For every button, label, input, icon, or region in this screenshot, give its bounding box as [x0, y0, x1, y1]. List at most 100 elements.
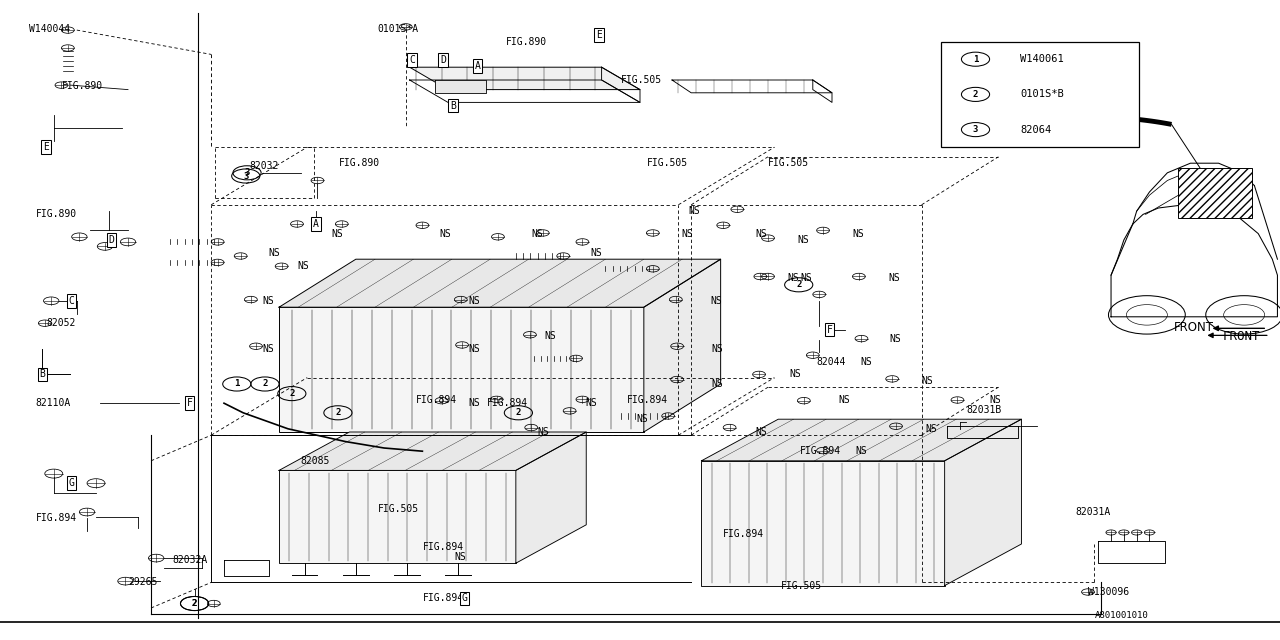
- Text: NS: NS: [538, 427, 549, 437]
- Text: 82085: 82085: [301, 456, 330, 466]
- Text: NS: NS: [888, 273, 900, 284]
- Text: FIG.894: FIG.894: [627, 395, 668, 405]
- Text: NS: NS: [800, 273, 812, 284]
- Text: NS: NS: [755, 228, 767, 239]
- Text: 2: 2: [516, 408, 521, 417]
- Text: NS: NS: [468, 344, 480, 354]
- Text: NS: NS: [852, 228, 864, 239]
- Text: NS: NS: [755, 427, 767, 437]
- Text: 2: 2: [796, 280, 801, 289]
- Text: 1: 1: [234, 380, 239, 388]
- Text: 2: 2: [192, 599, 197, 608]
- Text: 2: 2: [262, 380, 268, 388]
- Bar: [1178, 168, 1252, 218]
- Text: B: B: [40, 369, 45, 380]
- Text: NS: NS: [689, 206, 700, 216]
- Text: FIG.894: FIG.894: [800, 446, 841, 456]
- Text: FIG.505: FIG.505: [621, 75, 662, 85]
- Text: E: E: [44, 142, 49, 152]
- Text: 3: 3: [973, 125, 978, 134]
- Text: FIG.894: FIG.894: [723, 529, 764, 540]
- Text: NS: NS: [262, 344, 274, 354]
- Text: NS: NS: [712, 379, 723, 389]
- Text: 2: 2: [289, 389, 294, 398]
- Text: FIG.890: FIG.890: [339, 158, 380, 168]
- Text: 82110A: 82110A: [36, 398, 72, 408]
- Text: 29265: 29265: [128, 577, 157, 588]
- Text: FIG.894: FIG.894: [486, 398, 527, 408]
- Text: NS: NS: [297, 260, 308, 271]
- Text: FIG.890: FIG.890: [506, 36, 547, 47]
- Text: NS: NS: [544, 331, 556, 341]
- Text: 82031A: 82031A: [1075, 507, 1111, 517]
- Text: C: C: [69, 296, 74, 306]
- Text: W130096: W130096: [1088, 587, 1129, 597]
- Text: NS: NS: [454, 552, 466, 562]
- Text: FIG.894: FIG.894: [416, 395, 457, 405]
- Text: NS: NS: [989, 395, 1001, 405]
- Text: FRONT: FRONT: [1222, 330, 1260, 342]
- Polygon shape: [644, 259, 721, 432]
- Text: NS: NS: [439, 228, 451, 239]
- Text: 3: 3: [243, 172, 248, 180]
- Text: FIG.505: FIG.505: [378, 504, 419, 514]
- Polygon shape: [945, 419, 1021, 586]
- Text: F: F: [827, 324, 832, 335]
- Text: FIG.894: FIG.894: [36, 513, 77, 524]
- Text: FIG.894: FIG.894: [422, 593, 463, 604]
- Text: NS: NS: [590, 248, 602, 258]
- Text: NS: NS: [262, 296, 274, 306]
- Text: 0101S*B: 0101S*B: [1020, 90, 1064, 99]
- Text: FRONT: FRONT: [1174, 321, 1213, 334]
- Text: F: F: [187, 398, 192, 408]
- Text: FIG.890: FIG.890: [61, 81, 102, 92]
- Text: 0101S*A: 0101S*A: [378, 24, 419, 34]
- Polygon shape: [279, 432, 586, 470]
- Text: NS: NS: [468, 398, 480, 408]
- Text: 1: 1: [973, 54, 978, 64]
- Text: NS: NS: [332, 228, 343, 239]
- Polygon shape: [435, 80, 486, 93]
- Text: NS: NS: [585, 398, 596, 408]
- Text: A: A: [314, 219, 319, 229]
- Text: NS: NS: [787, 273, 799, 284]
- Text: NS: NS: [838, 395, 850, 405]
- Text: NS: NS: [797, 235, 809, 245]
- Polygon shape: [279, 259, 721, 307]
- Text: FIG.894: FIG.894: [422, 542, 463, 552]
- Text: 82044: 82044: [817, 356, 846, 367]
- Text: NS: NS: [860, 356, 872, 367]
- Text: NS: NS: [681, 228, 692, 239]
- Text: NS: NS: [922, 376, 933, 386]
- Text: NS: NS: [890, 334, 901, 344]
- Text: NS: NS: [531, 228, 543, 239]
- Text: NS: NS: [712, 344, 723, 354]
- Text: NS: NS: [468, 296, 480, 306]
- Text: FIG.505: FIG.505: [646, 158, 687, 168]
- Polygon shape: [516, 432, 586, 563]
- Text: NS: NS: [710, 296, 722, 306]
- Text: G: G: [69, 478, 74, 488]
- Text: FIG.505: FIG.505: [781, 580, 822, 591]
- Text: E: E: [596, 30, 602, 40]
- Polygon shape: [701, 419, 1021, 461]
- Text: NS: NS: [269, 248, 280, 258]
- Text: NS: NS: [925, 424, 937, 434]
- Text: NS: NS: [636, 414, 648, 424]
- Text: NS: NS: [855, 446, 867, 456]
- Text: 82032A: 82032A: [173, 555, 209, 565]
- Text: D: D: [109, 235, 114, 245]
- Text: A: A: [475, 61, 480, 71]
- Bar: [701, 461, 945, 586]
- Text: FIG.505: FIG.505: [768, 158, 809, 168]
- Text: 2: 2: [335, 408, 340, 417]
- Text: 82052: 82052: [46, 318, 76, 328]
- Bar: [279, 307, 644, 432]
- Text: 82031B: 82031B: [966, 404, 1002, 415]
- Polygon shape: [410, 67, 640, 90]
- Text: C: C: [410, 55, 415, 65]
- Text: G: G: [462, 593, 467, 604]
- Text: 3: 3: [244, 168, 250, 177]
- Text: B: B: [451, 100, 456, 111]
- Text: FIG.890: FIG.890: [36, 209, 77, 220]
